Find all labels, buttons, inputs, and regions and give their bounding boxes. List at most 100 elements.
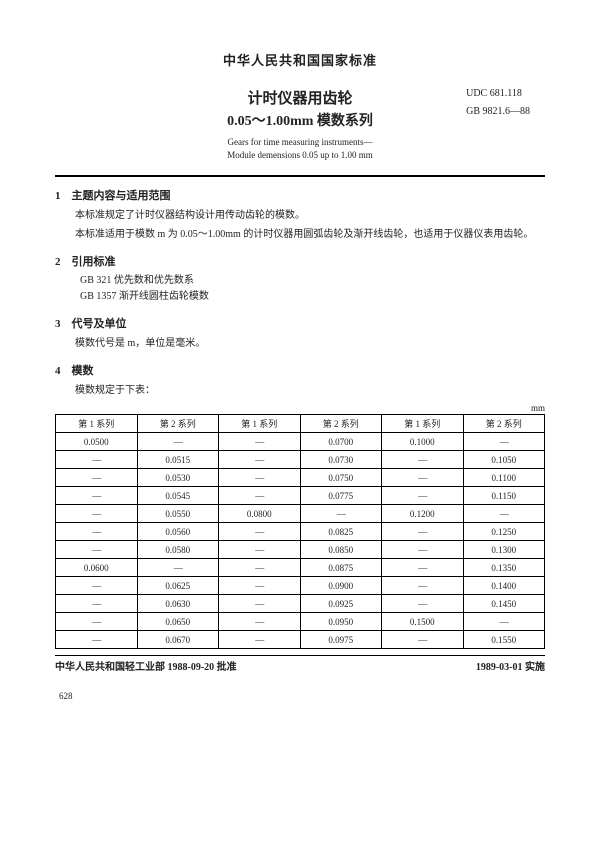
document-page: 中华人民共和国国家标准 计时仪器用齿轮 0.05～1.00mm 模数系列 UDC… [0,0,600,849]
table-cell: — [382,487,464,505]
table-cell: 0.0545 [137,487,219,505]
table-cell: — [56,451,138,469]
table-cell: — [56,595,138,613]
table-row: —0.0670—0.0975—0.1550 [56,631,545,649]
table-cell: 0.1200 [382,505,464,523]
table-cell: — [56,523,138,541]
section-3-heading: 3 代号及单位 [55,315,545,331]
table-cell: 0.0800 [219,505,301,523]
title-line-1: 计时仪器用齿轮 [227,87,373,108]
section-3-para-1: 模数代号是 m，单位是毫米。 [55,335,545,352]
national-standard-header: 中华人民共和国国家标准 [55,50,545,69]
table-cell: 0.0775 [300,487,382,505]
table-row: 0.0500——0.07000.1000— [56,433,545,451]
table-cell: 0.1100 [463,469,545,487]
table-cell: 0.0975 [300,631,382,649]
footer: 中华人民共和国轻工业部 1988-09-20 批准 1989-03-01 实施 [55,658,545,673]
table-cell: — [219,523,301,541]
table-cell: 0.1400 [463,577,545,595]
table-cell: — [56,487,138,505]
table-cell: — [56,505,138,523]
table-cell: 0.0730 [300,451,382,469]
table-cell: — [219,469,301,487]
table-cell: — [382,451,464,469]
table-cell: — [56,541,138,559]
table-cell: — [382,469,464,487]
table-header-row: 第 1 系列 第 2 系列 第 1 系列 第 2 系列 第 1 系列 第 2 系… [56,415,545,433]
table-cell: — [137,559,219,577]
approval-text: 中华人民共和国轻工业部 1988-09-20 批准 [55,658,237,673]
table-cell: — [382,595,464,613]
udc-code: UDC 681.118 [466,85,530,103]
table-cell: — [219,577,301,595]
table-cell: 0.0500 [56,433,138,451]
table-cell: — [382,631,464,649]
table-cell: — [219,631,301,649]
table-cell: 0.0650 [137,613,219,631]
table-cell: — [56,631,138,649]
col-header: 第 1 系列 [56,415,138,433]
table-cell: 0.0925 [300,595,382,613]
table-cell: — [56,613,138,631]
module-table: 第 1 系列 第 2 系列 第 1 系列 第 2 系列 第 1 系列 第 2 系… [55,414,545,649]
table-cell: 0.0600 [56,559,138,577]
col-header: 第 1 系列 [382,415,464,433]
section-4-para-1: 模数规定于下表： [55,382,545,399]
table-cell: 0.0750 [300,469,382,487]
table-cell: 0.0825 [300,523,382,541]
table-cell: — [219,613,301,631]
col-header: 第 2 系列 [137,415,219,433]
table-cell: 0.1300 [463,541,545,559]
table-row: —0.0530—0.0750—0.1100 [56,469,545,487]
table-cell: 0.0700 [300,433,382,451]
footer-divider [55,655,545,656]
table-cell: 0.0670 [137,631,219,649]
english-title-line-1: Gears for time measuring instruments— [55,136,545,149]
table-cell: — [219,541,301,559]
english-title: Gears for time measuring instruments— Mo… [55,136,545,161]
table-cell: — [300,505,382,523]
table-row: —0.05500.0800—0.1200— [56,505,545,523]
table-cell: — [219,433,301,451]
table-cell: — [219,487,301,505]
table-cell: 0.0850 [300,541,382,559]
table-cell: 0.1450 [463,595,545,613]
table-cell: — [56,469,138,487]
table-cell: — [382,541,464,559]
table-cell: 0.1000 [382,433,464,451]
table-cell: — [382,523,464,541]
table-cell: 0.1350 [463,559,545,577]
table-cell: — [382,559,464,577]
page-number: 628 [59,691,545,701]
table-cell: 0.0900 [300,577,382,595]
table-cell: 0.0625 [137,577,219,595]
table-cell: — [463,505,545,523]
table-row: —0.0580—0.0850—0.1300 [56,541,545,559]
table-cell: 0.1550 [463,631,545,649]
table-cell: 0.1500 [382,613,464,631]
table-cell: — [463,613,545,631]
table-cell: 0.1150 [463,487,545,505]
section-1-para-2: 本标准适用于模数 m 为 0.05～1.00mm 的计时仪器用圆弧齿轮及渐开线齿… [55,226,545,243]
reference-2: GB 1357 渐开线圆柱齿轮模数 [80,289,545,305]
table-cell: 0.0950 [300,613,382,631]
section-1-heading: 1 主题内容与适用范围 [55,187,545,203]
table-cell: — [382,577,464,595]
reference-1: GB 321 优先数和优先数系 [80,273,545,289]
table-cell: — [463,433,545,451]
table-row: —0.0630—0.0925—0.1450 [56,595,545,613]
table-cell: — [219,595,301,613]
table-cell: — [56,577,138,595]
table-row: —0.0560—0.0825—0.1250 [56,523,545,541]
table-cell: 0.1250 [463,523,545,541]
col-header: 第 2 系列 [300,415,382,433]
table-unit: mm [55,403,545,413]
table-cell: 0.0560 [137,523,219,541]
table-cell: 0.0875 [300,559,382,577]
table-cell: 0.0550 [137,505,219,523]
table-cell: — [219,451,301,469]
table-cell: 0.1050 [463,451,545,469]
table-cell: 0.0580 [137,541,219,559]
gb-code: GB 9821.6—88 [466,103,530,121]
table-row: —0.0545—0.0775—0.1150 [56,487,545,505]
